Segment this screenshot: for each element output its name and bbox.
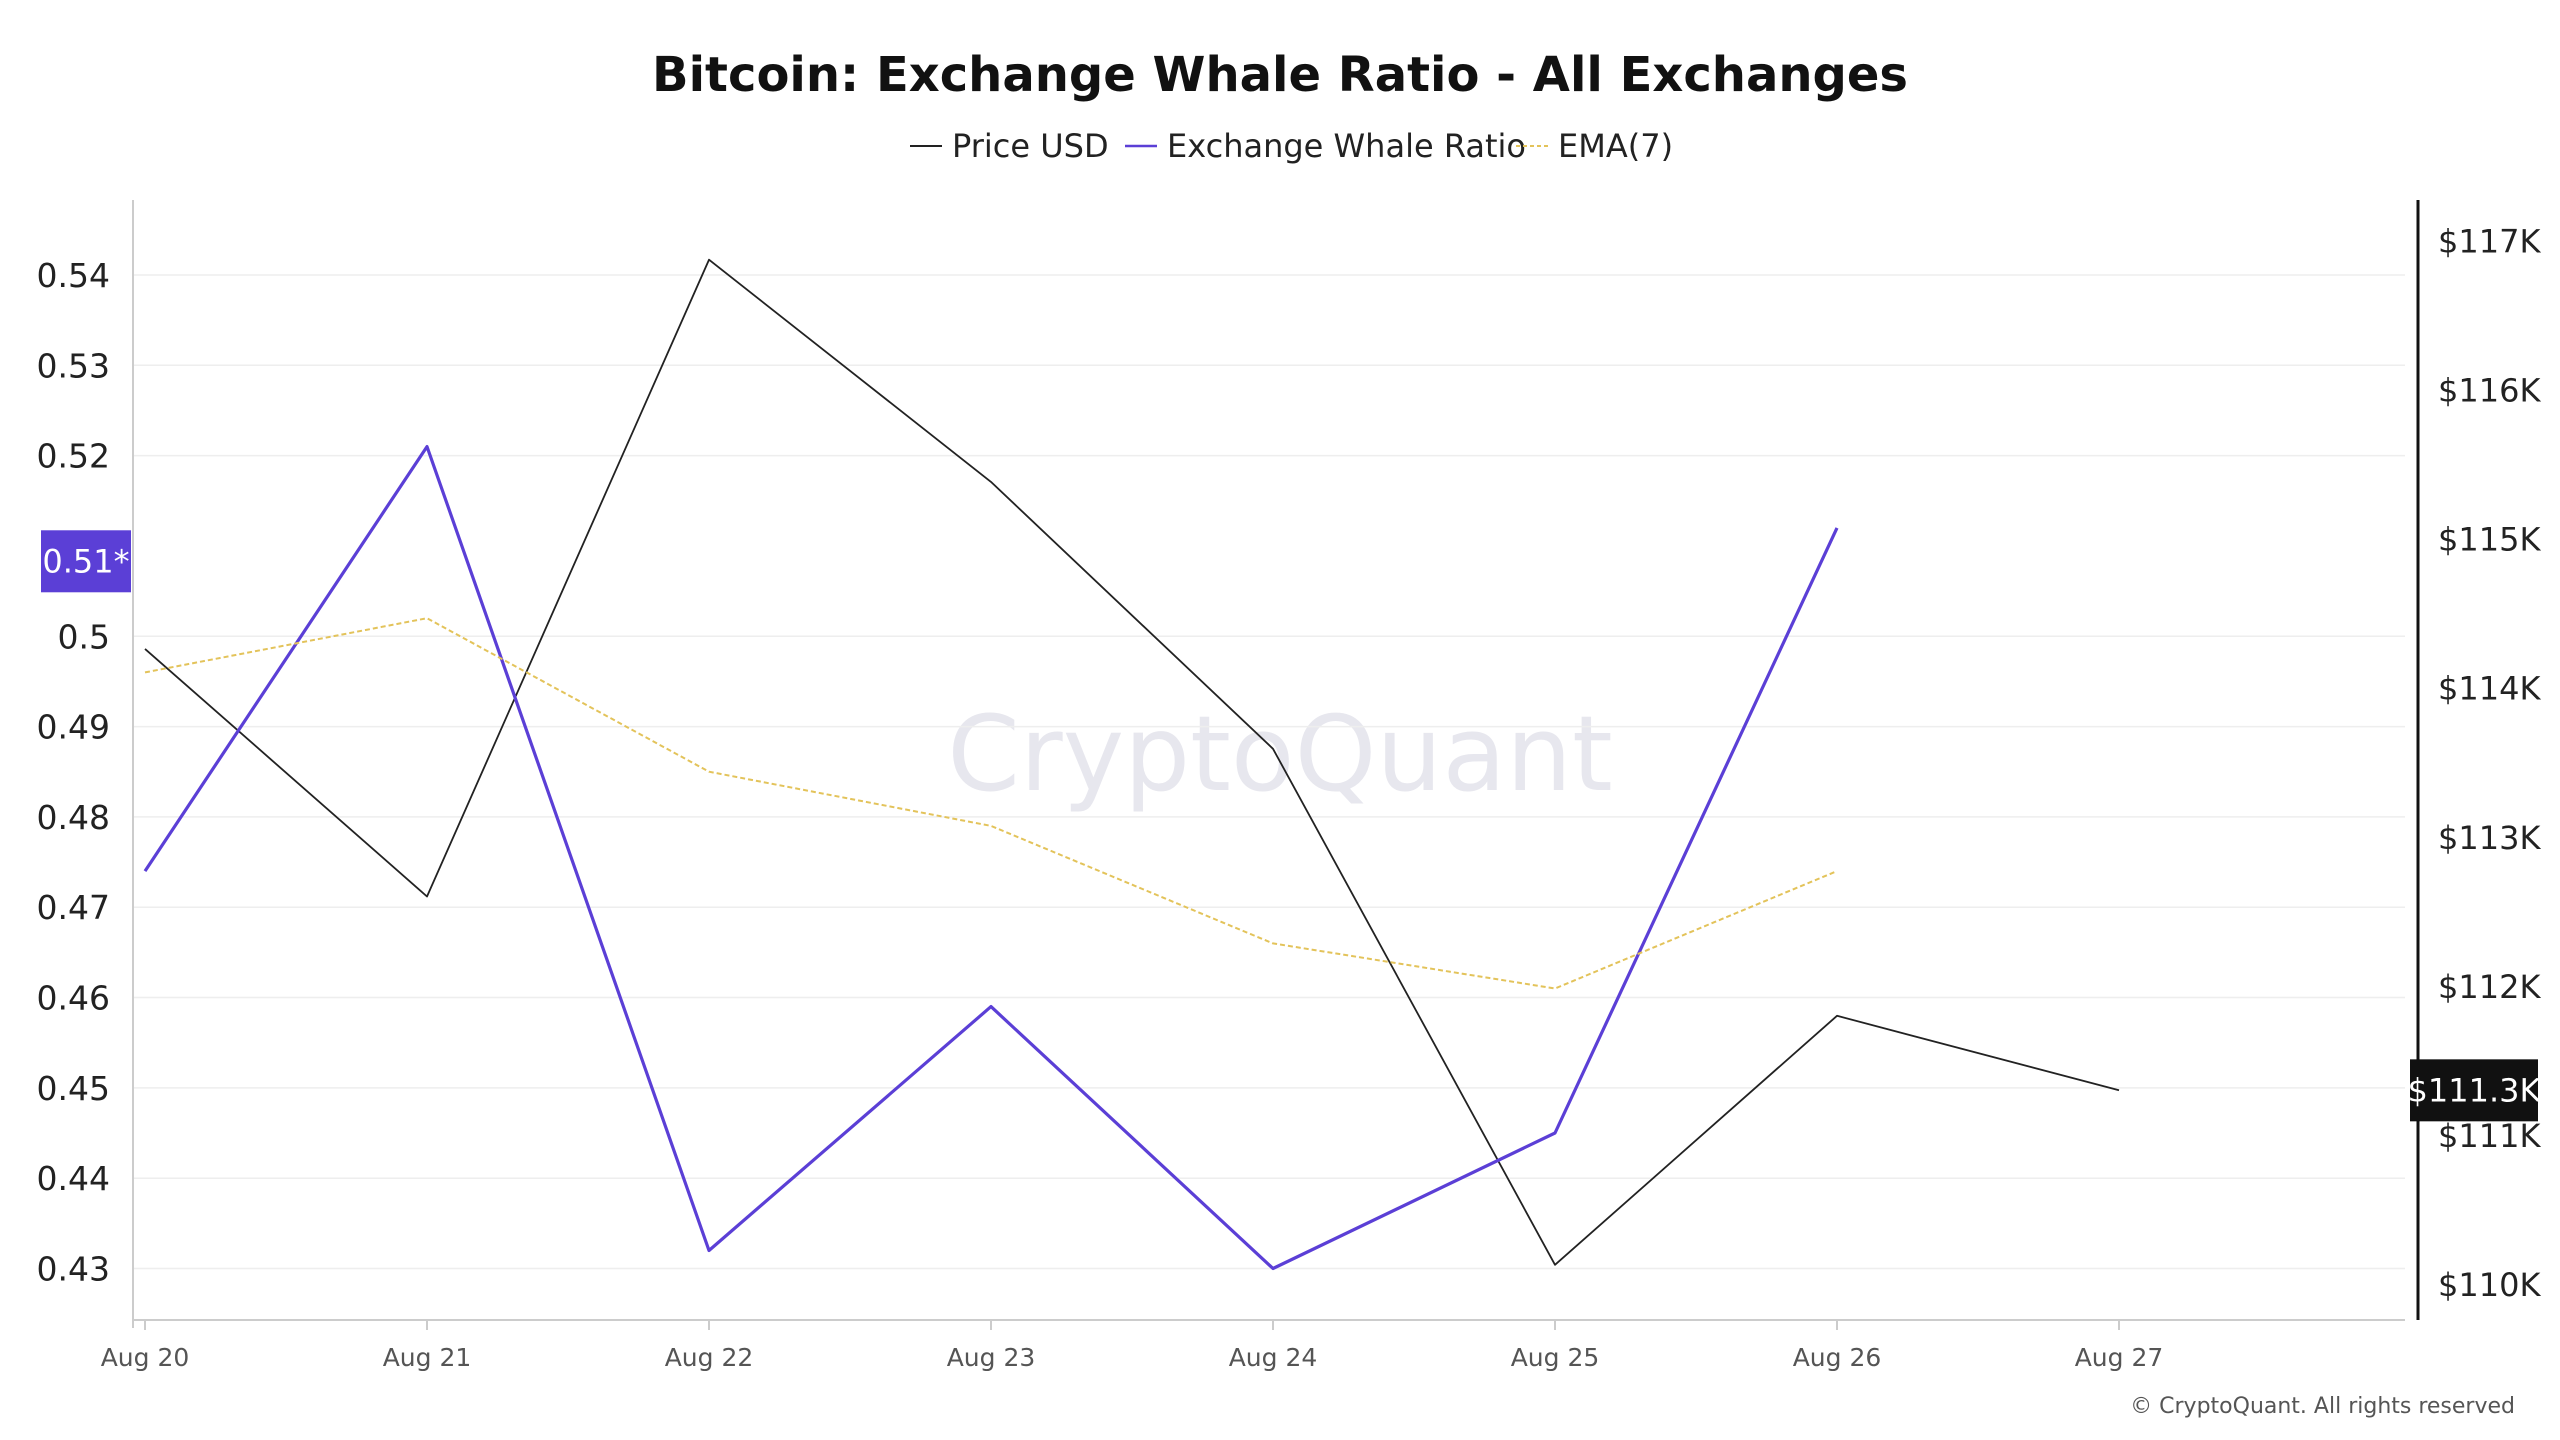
copyright-text: © CryptoQuant. All rights reserved — [2130, 1394, 2515, 1419]
right-axis-ticks: $110K $111K $112K $113K $114K $115K $116K $117K — [2438, 222, 2541, 1304]
right-tick-label: $113K — [2438, 819, 2541, 857]
left-axis-ticks: 0.43 0.44 0.45 0.46 0.47 0.48 0.49 0.5 0.52 0.53 0… — [37, 256, 110, 1289]
legend-label: Price USD — [952, 127, 1109, 165]
axes — [132, 200, 2420, 1328]
right-tick-label: $116K — [2438, 371, 2541, 409]
x-tick-label: Aug 23 — [947, 1343, 1036, 1372]
left-tick-label: 0.52 — [37, 437, 110, 476]
right-tick-label: $114K — [2438, 670, 2541, 708]
right-tick-label: $117K — [2438, 222, 2541, 260]
right-tick-label: $110K — [2438, 1266, 2541, 1304]
left-tick-label: 0.44 — [37, 1159, 110, 1198]
series-line-exchange-whale-ratio — [143, 445, 1839, 1271]
left-tick-label: 0.54 — [37, 256, 110, 295]
x-tick-label: Aug 20 — [101, 1343, 190, 1372]
left-tick-label: 0.47 — [37, 888, 110, 927]
left-tick-label: 0.46 — [37, 979, 110, 1018]
value-badges: 0.51* $111.3K — [41, 530, 2542, 1122]
left-tick-label: 0.43 — [37, 1250, 110, 1289]
x-tick-label: Aug 24 — [1229, 1343, 1318, 1372]
x-tick-label: Aug 25 — [1511, 1343, 1600, 1372]
legend-label: EMA(7) — [1558, 127, 1673, 165]
right-tick-label: $112K — [2438, 968, 2541, 1006]
left-tick-label: 0.53 — [37, 346, 110, 385]
current-ratio-badge — [41, 530, 131, 593]
left-tick-label: 0.45 — [37, 1069, 110, 1108]
series-lines — [143, 258, 2120, 1271]
x-tick-label: Aug 26 — [1793, 1343, 1882, 1372]
right-tick-label: $115K — [2438, 521, 2541, 559]
watermark: CryptoQuant — [947, 693, 1613, 815]
right-tick-label: $111K — [2438, 1117, 2541, 1155]
current-price-badge — [2410, 1059, 2538, 1122]
x-tick-label: Aug 27 — [2075, 1343, 2164, 1372]
x-tick-label: Aug 21 — [383, 1343, 472, 1372]
x-axis-ticks: Aug 20 Aug 21 Aug 22 Aug 23 Aug 24 Aug 25 Aug … — [101, 1320, 2164, 1372]
left-tick-label: 0.48 — [37, 798, 110, 837]
legend: Price USD Exchange Whale Ratio EMA(7) — [910, 127, 1673, 165]
current-ratio-label: 0.51* — [42, 542, 129, 580]
series-line-price-usd — [144, 258, 2120, 1266]
legend-label: Exchange Whale Ratio — [1167, 127, 1526, 165]
chart-title: Bitcoin: Exchange Whale Ratio - All Exch… — [652, 47, 1908, 103]
left-tick-label: 0.49 — [37, 708, 110, 747]
left-tick-label: 0.5 — [58, 617, 110, 656]
x-tick-label: Aug 22 — [665, 1343, 754, 1372]
grid-lines — [133, 274, 2405, 1270]
current-price-label: $111.3K — [2408, 1071, 2542, 1109]
